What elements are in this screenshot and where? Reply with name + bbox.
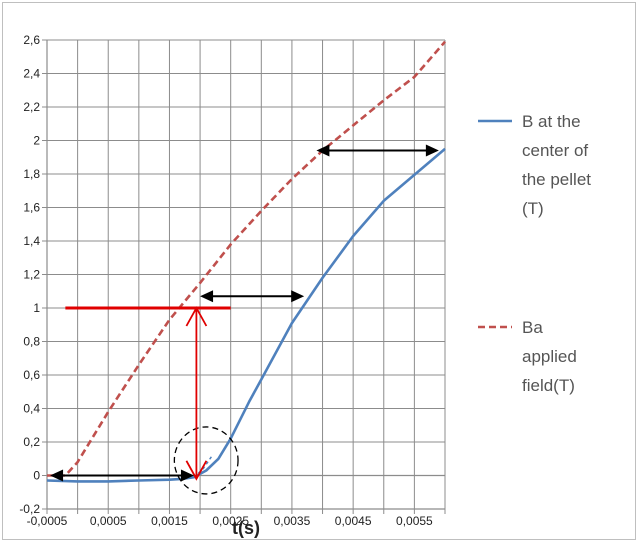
x-tick-label: 0,0055 bbox=[396, 514, 433, 528]
y-tick-label: -0,2 bbox=[19, 502, 40, 516]
axes-layer bbox=[42, 39, 446, 514]
dashed-ellipse bbox=[173, 426, 239, 495]
y-tick-label: 0,6 bbox=[23, 368, 40, 382]
y-tick-label: 1,2 bbox=[23, 268, 40, 282]
series-line-ba-applied bbox=[47, 40, 446, 477]
legend-label-line: the pellet bbox=[522, 170, 591, 189]
y-tick-label: 1 bbox=[33, 301, 40, 315]
red-arrowhead-bottom bbox=[185, 460, 208, 481]
legend-label-line: field(T) bbox=[522, 376, 575, 395]
y-tick-label: 1,4 bbox=[23, 234, 40, 248]
y-tick-label: 1,6 bbox=[23, 201, 40, 215]
x-tick-label: 0,0005 bbox=[90, 514, 127, 528]
series-layer bbox=[46, 40, 446, 483]
red-arrowhead-top bbox=[185, 306, 208, 327]
double-arrow-head-left bbox=[316, 144, 330, 157]
blue-dotted-extension bbox=[193, 454, 213, 478]
chart-frame bbox=[2, 2, 636, 540]
double-arrow-head-right bbox=[180, 469, 194, 482]
double-arrow-head-left bbox=[200, 290, 214, 303]
legend-label-line: Ba bbox=[522, 318, 543, 337]
legend-label-line: applied bbox=[522, 347, 577, 366]
x-tick-label: 0,0015 bbox=[151, 514, 188, 528]
y-tick-label: 0,2 bbox=[23, 435, 40, 449]
legend-label-line: center of bbox=[522, 141, 588, 160]
x-tick-label: -0,0005 bbox=[27, 514, 68, 528]
double-arrow-head-right bbox=[425, 144, 439, 157]
legend: B at the center of the pellet (T) Ba applied f… bbox=[478, 112, 591, 395]
x-axis-title: t(s) bbox=[232, 518, 260, 538]
y-tick-label: 1,8 bbox=[23, 167, 40, 181]
y-tick-label: 0,4 bbox=[23, 402, 40, 416]
annotation-layer bbox=[50, 144, 439, 495]
tick-label-layer: -0,2 0 0,2 0,4 0,6 0,8 1 1,2 1,4 1,6 1,8 2 2,2 2,4 2,6… bbox=[19, 33, 433, 528]
double-arrow-head-right bbox=[291, 290, 305, 303]
y-tick-label: 2,6 bbox=[23, 33, 40, 47]
y-tick-label: 2,2 bbox=[23, 100, 40, 114]
y-tick-label: 2 bbox=[33, 134, 40, 148]
y-tick-label: 0,8 bbox=[23, 335, 40, 349]
double-arrow-head-left bbox=[50, 469, 64, 482]
y-tick-label: 0 bbox=[33, 469, 40, 483]
x-tick-label: 0,0045 bbox=[335, 514, 372, 528]
legend-label-line: B at the bbox=[522, 112, 581, 131]
x-tick-label: 0,0035 bbox=[274, 514, 311, 528]
legend-label-line: (T) bbox=[522, 199, 544, 218]
y-tick-label: 2,4 bbox=[23, 67, 40, 81]
series-line-b-center bbox=[46, 147, 446, 483]
grid-layer bbox=[46, 39, 446, 510]
x-tick-label: 0,0025 bbox=[212, 514, 249, 528]
